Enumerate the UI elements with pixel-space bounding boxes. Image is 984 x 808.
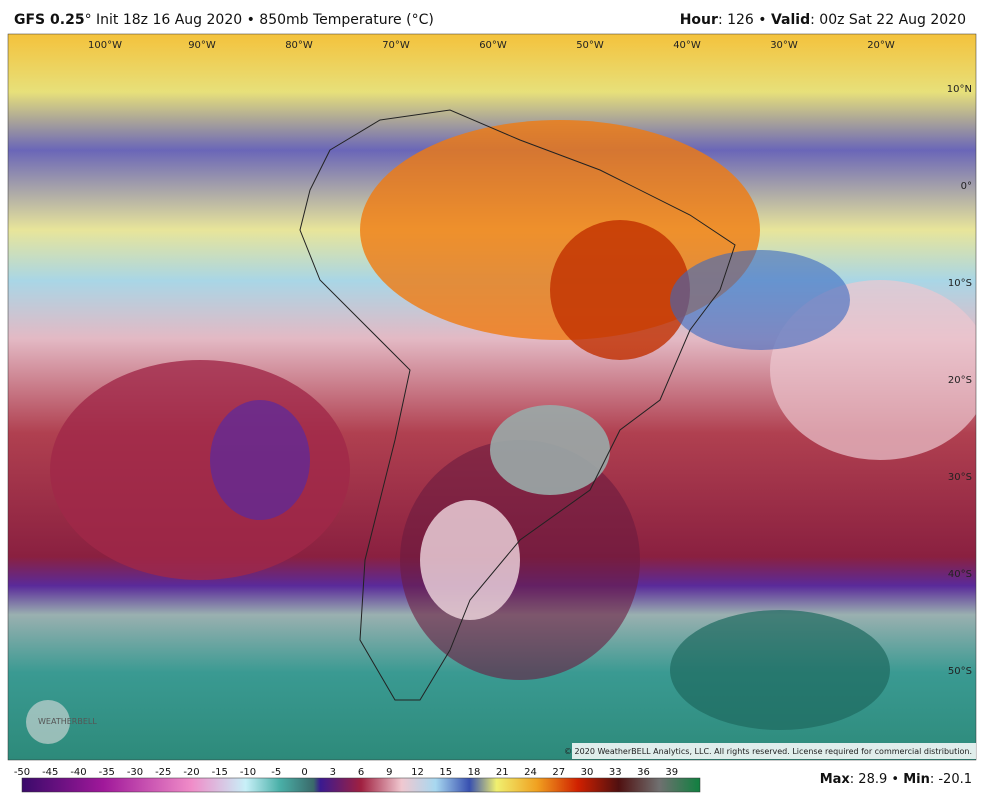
footer: Max: 28.9 • Min: -20.1 — [820, 772, 972, 787]
colorbar-tick-label: -35 — [99, 767, 115, 778]
logo-text: WEATHERBELL — [38, 717, 97, 726]
latitude-label: 50°S — [948, 666, 972, 677]
colorbar-tick-label: -45 — [42, 767, 58, 778]
max-label: Max — [819, 772, 850, 787]
max-value: : 28.9 • — [849, 772, 904, 787]
colorbar — [21, 777, 701, 793]
longitude-label: 30°W — [770, 40, 798, 51]
colorbar-tick-label: -15 — [212, 767, 228, 778]
longitude-label: 20°W — [867, 40, 895, 51]
latitude-label: 0° — [961, 181, 972, 192]
colorbar-tick-label: 12 — [411, 767, 424, 778]
hour-label: Hour — [679, 12, 718, 28]
colorbar-tick-label: -20 — [183, 767, 199, 778]
copyright: © 2020 WeatherBELL Analytics, LLC. All r… — [564, 747, 972, 756]
longitude-label: 40°W — [673, 40, 701, 51]
longitude-label: 50°W — [576, 40, 604, 51]
colorbar-tick-label: 21 — [496, 767, 509, 778]
description: ° Init 18z 16 Aug 2020 • 850mb Temperatu… — [84, 12, 434, 28]
longitude-label: 100°W — [88, 40, 122, 51]
colorbar-tick-label: 18 — [468, 767, 481, 778]
header-right: Hour: 126 • Valid: 00z Sat 22 Aug 2020 — [680, 12, 966, 28]
latitude-label: 10°N — [947, 84, 972, 95]
colorbar-tick-label: -25 — [155, 767, 171, 778]
longitude-label: 60°W — [479, 40, 507, 51]
colorbar-tick-label: 39 — [665, 767, 678, 778]
map-field — [8, 34, 976, 760]
hour-value: : 126 • — [717, 12, 771, 28]
colorbar-tick-label: -10 — [240, 767, 256, 778]
colorbar-tick-label: -50 — [14, 767, 30, 778]
colorbar-tick-label: 24 — [524, 767, 537, 778]
longitude-label: 80°W — [285, 40, 313, 51]
latitude-label: 30°S — [948, 472, 972, 483]
colorbar-tick-label: 0 — [301, 767, 307, 778]
colorbar-tick-label: -40 — [70, 767, 86, 778]
longitude-label: 90°W — [188, 40, 216, 51]
latitude-label: 10°S — [948, 278, 972, 289]
colorbar-tick-label: 36 — [637, 767, 650, 778]
colorbar-tick-label: 9 — [386, 767, 392, 778]
min-value: : -20.1 — [929, 772, 972, 787]
colorbar-tick-label: 15 — [439, 767, 452, 778]
colorbar-tick-label: 3 — [330, 767, 336, 778]
model: GFS 0.25 — [14, 12, 85, 28]
colorbar-tick-label: 33 — [609, 767, 622, 778]
colorbar-tick-label: 27 — [552, 767, 565, 778]
valid-value: : 00z Sat 22 Aug 2020 — [810, 12, 966, 28]
min-label: Min — [903, 772, 930, 787]
header-left: GFS 0.25° Init 18z 16 Aug 2020 • 850mb T… — [14, 12, 434, 28]
colorbar-tick-label: -30 — [127, 767, 143, 778]
colorbar-tick-label: 6 — [358, 767, 364, 778]
latitude-label: 40°S — [948, 569, 972, 580]
valid-label: Valid — [770, 12, 811, 28]
latitude-label: 20°S — [948, 375, 972, 386]
colorbar-tick-label: 30 — [581, 767, 594, 778]
logo: WEATHERBELL — [26, 700, 97, 744]
colorbar-tick-label: -5 — [271, 767, 281, 778]
longitude-label: 70°W — [382, 40, 410, 51]
